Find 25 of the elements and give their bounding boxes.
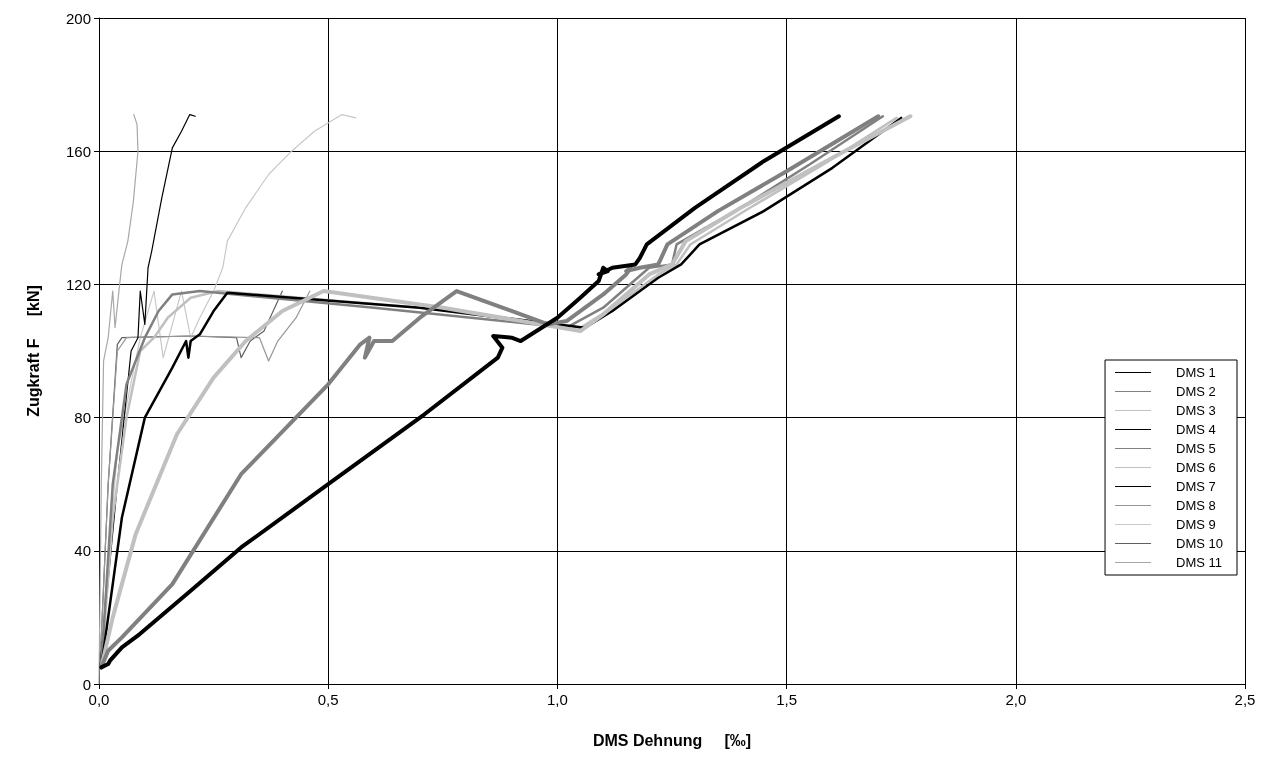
y-tick-label: 120	[65, 275, 91, 293]
x-tick-label: 2,5	[1234, 691, 1256, 708]
x-tick-label: 1,5	[776, 691, 798, 708]
legend-label: DMS 10	[1176, 536, 1224, 551]
legend-label: DMS 6	[1176, 460, 1216, 475]
legend-label: DMS 9	[1176, 517, 1216, 532]
legend-label: DMS 4	[1176, 422, 1216, 437]
y-tick-label: 80	[74, 409, 91, 427]
legend-label: DMS 3	[1176, 403, 1216, 418]
legend-label: DMS 11	[1176, 555, 1223, 570]
x-tick-label: 0,5	[317, 691, 339, 708]
y-tick-label: 0	[82, 675, 91, 693]
y-tick-label: 160	[65, 142, 91, 160]
legend-label: DMS 8	[1176, 498, 1216, 513]
x-tick-label: 1,0	[546, 691, 568, 708]
y-tick-label: 40	[74, 542, 91, 560]
y-tick-label: 200	[65, 9, 91, 27]
legend-label: DMS 1	[1176, 365, 1216, 380]
y-axis-title: Zugkraft F [kN]	[24, 285, 42, 417]
legend-label: DMS 2	[1176, 384, 1216, 399]
x-axis-title: DMS Dehnung [‰]	[592, 731, 752, 749]
legend-label: DMS 7	[1176, 479, 1216, 494]
x-tick-label: 0,0	[88, 691, 110, 708]
legend-label: DMS 5	[1176, 441, 1216, 456]
x-tick-label: 2,0	[1005, 691, 1027, 708]
